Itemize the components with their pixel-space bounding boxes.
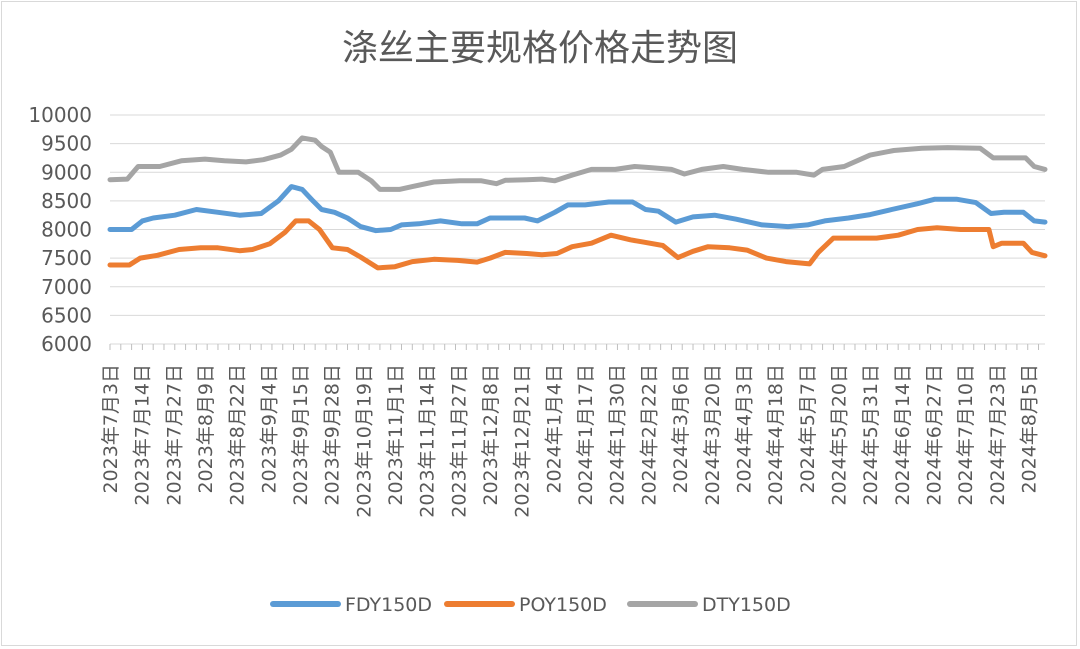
x-tick-label: 2023年7月3日 [100, 364, 122, 494]
x-tick-label: 2024年8月5日 [1018, 364, 1040, 494]
x-tick-label: 2023年7月14日 [132, 364, 154, 506]
x-tick-label: 2024年7月23日 [987, 364, 1009, 506]
x-tick-label: 2024年4月18日 [765, 364, 787, 506]
x-tick-label: 2024年6月27日 [923, 364, 945, 506]
x-tick-label: 2023年12月8日 [480, 364, 502, 506]
x-tick-label: 2024年5月7日 [797, 364, 819, 494]
x-tick-label: 2023年11月14日 [417, 364, 439, 518]
x-tick-label: 2024年6月14日 [892, 364, 914, 506]
grid-lines [110, 114, 1045, 345]
x-tick-label: 2024年4月3日 [733, 364, 755, 494]
x-tick-label: 2024年2月22日 [638, 364, 660, 506]
x-tick-label: 2024年5月31日 [860, 364, 882, 506]
y-tick-label: 6000 [41, 332, 92, 356]
y-tick-label: 8000 [41, 218, 92, 242]
x-tick-label: 2023年12月21日 [512, 364, 534, 518]
x-tick-label: 2023年8月22日 [227, 364, 249, 506]
legend-label: FDY150D [345, 594, 432, 616]
x-tick-label: 2023年10月19日 [353, 364, 375, 518]
x-axis: 2023年7月3日 2023年7月14日 2023年7月27日 2023年8月9日 20… [100, 344, 1040, 518]
y-tick-label: 9000 [41, 160, 92, 184]
x-tick-label: 2024年7月10日 [955, 364, 977, 506]
x-tick-label: 2023年9月4日 [258, 364, 280, 494]
x-tick-label: 2023年9月28日 [322, 364, 344, 506]
x-tick-label: 2024年3月6日 [670, 364, 692, 494]
x-tick-label: 2023年9月15日 [290, 364, 312, 506]
y-tick-label: 7000 [41, 275, 92, 299]
series-lines [107, 135, 1048, 271]
x-tick-label: 2023年11月27日 [448, 364, 470, 518]
x-tick-label: 2024年5月20日 [828, 364, 850, 506]
x-tick-label: 2024年1月17日 [575, 364, 597, 506]
x-tick-label: 2024年3月20日 [702, 364, 724, 506]
x-tick-label: 2023年11月1日 [385, 364, 407, 506]
legend-label: POY150D [519, 594, 607, 616]
x-tick-label: 2024年1月30日 [607, 364, 629, 506]
series-line-fdy150d [107, 184, 1048, 234]
chart-title: 涤丝主要规格价格走势图 [342, 28, 738, 69]
y-tick-label: 9500 [41, 132, 92, 156]
series-line-dty150d [107, 135, 1048, 192]
y-tick-label: 10000 [28, 103, 92, 127]
y-axis: 6000 6500 7000 7500 8000 8500 9000 9500 10000 [28, 103, 92, 356]
x-tick-label: 2024年1月4日 [543, 364, 565, 494]
y-tick-label: 8500 [41, 189, 92, 213]
y-tick-label: 6500 [41, 303, 92, 327]
legend-label: DTY150D [702, 594, 791, 616]
series-line-poy150d [107, 218, 1048, 271]
x-tick-label: 2023年7月27日 [163, 364, 185, 506]
x-tick-label: 2023年8月9日 [195, 364, 217, 494]
y-tick-label: 7500 [41, 246, 92, 270]
legend: FDY150D POY150D DTY150D [270, 594, 791, 616]
